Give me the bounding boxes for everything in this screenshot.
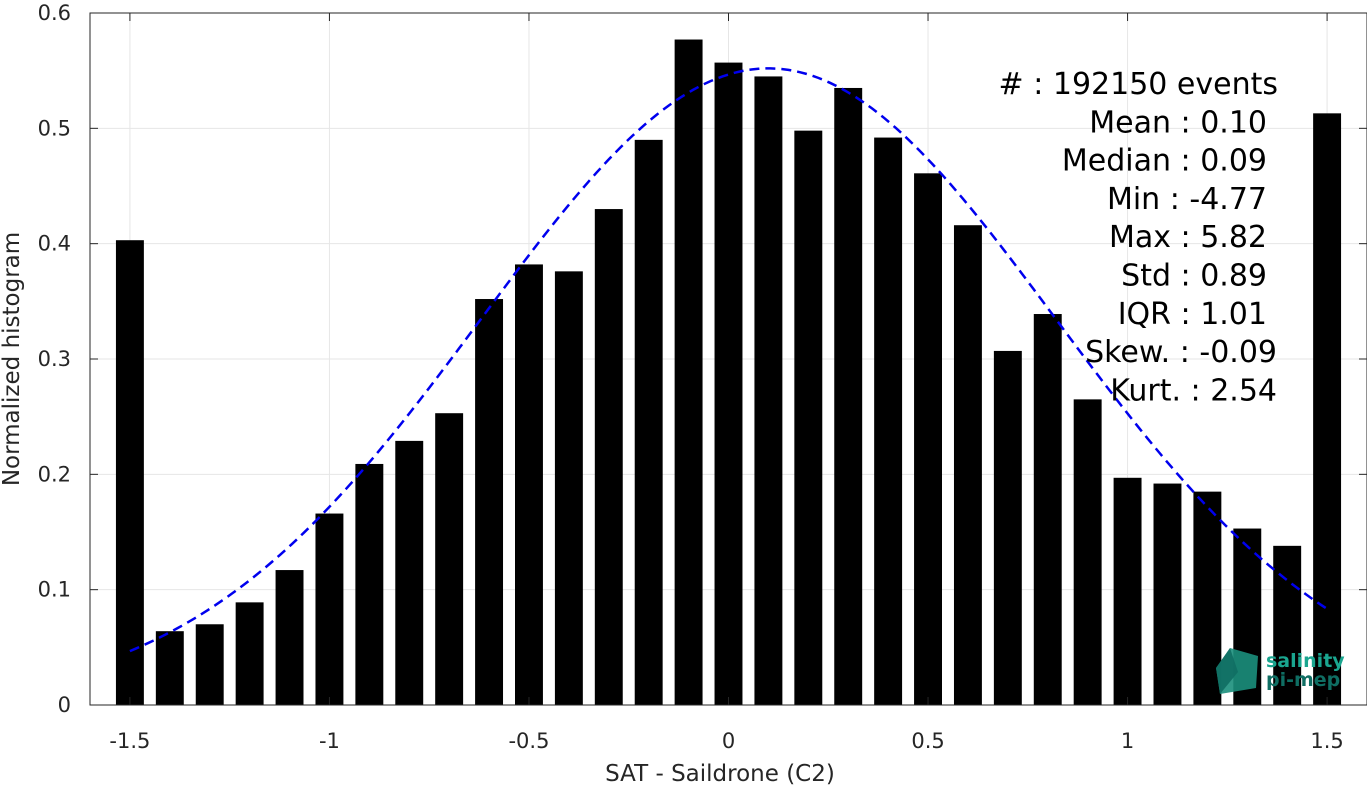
histogram-bars [115, 39, 1342, 706]
logo-line-2: pi-mep [1266, 669, 1340, 691]
histogram-bar [355, 463, 384, 705]
stat-line: Min : -4.77 [1107, 182, 1267, 217]
histogram-bar [475, 299, 504, 705]
histogram-bar [195, 624, 224, 705]
histogram-bar [315, 513, 344, 705]
histogram-bar [714, 62, 743, 706]
stat-line: Skew. : -0.09 [1085, 335, 1277, 370]
stat-line: Median : 0.09 [1062, 144, 1267, 179]
histogram-bar [155, 631, 184, 705]
stat-line: IQR : 1.01 [1118, 297, 1267, 332]
y-axis-label: Normalized histogram [0, 232, 25, 486]
histogram-bar [914, 173, 942, 705]
stat-line: # : 192150 events [999, 67, 1278, 102]
fit-curve-group [129, 67, 1328, 653]
histogram-bar [874, 137, 903, 705]
histogram-bar [754, 76, 783, 705]
histogram-bar [634, 139, 663, 705]
y-tick-label: 0.2 [38, 462, 71, 486]
logo-line-1: salinity [1266, 650, 1345, 672]
histogram-bar [235, 602, 264, 705]
x-tick-label: 0 [722, 729, 735, 753]
stat-line: Max : 5.82 [1109, 220, 1267, 255]
histogram-bar [1273, 545, 1302, 705]
x-tick-label: -0.5 [508, 729, 549, 753]
histogram-bar [1073, 399, 1102, 705]
histogram-bar [1313, 113, 1342, 706]
histogram-bar [515, 264, 543, 705]
stat-line: Kurt. : 2.54 [1110, 373, 1277, 408]
x-axis-label: SAT - Saildrone (C2) [605, 761, 835, 785]
histogram-bar [674, 39, 703, 705]
x-tick-label: 1.5 [1310, 729, 1343, 753]
y-tick-label: 0.3 [38, 347, 71, 371]
y-tick-labels: 0 0.1 0.2 0.3 0.4 0.5 0.6 [38, 1, 71, 717]
histogram-bar [1153, 483, 1182, 705]
x-tick-label: 0.5 [911, 729, 944, 753]
histogram-bar [594, 209, 623, 706]
histogram-bar [115, 240, 144, 705]
histogram-bar [395, 440, 424, 705]
y-tick-label: 0 [58, 693, 71, 717]
histogram-bar [993, 350, 1022, 705]
stat-line: Std : 0.89 [1121, 259, 1267, 294]
logo-cube-shadow-icon [1216, 648, 1238, 694]
y-tick-label: 0.4 [38, 232, 71, 256]
histogram-bar [554, 271, 583, 705]
x-tick-label: 1 [1121, 729, 1134, 753]
histogram-bar [834, 87, 863, 705]
histogram-bar [794, 130, 823, 705]
y-tick-label: 0.6 [38, 1, 71, 25]
histogram-bar [953, 225, 982, 706]
histogram-bar [1113, 477, 1142, 705]
stat-line: Mean : 0.10 [1089, 105, 1267, 140]
x-tick-label: -1 [319, 729, 340, 753]
x-tick-labels: -1.5 -1 -0.5 0 0.5 1 1.5 [109, 729, 1343, 753]
axis-ticks [90, 12, 1367, 706]
gaussian-fit-curve [129, 67, 1328, 653]
histogram-bar [275, 570, 304, 705]
y-tick-label: 0.5 [38, 116, 71, 140]
salinity-pi-mep-logo: salinity pi-mep [1216, 648, 1345, 694]
histogram-bar [1033, 314, 1062, 705]
histogram-bar [435, 413, 464, 705]
y-tick-label: 0.1 [38, 578, 71, 602]
x-tick-label: -1.5 [109, 729, 150, 753]
